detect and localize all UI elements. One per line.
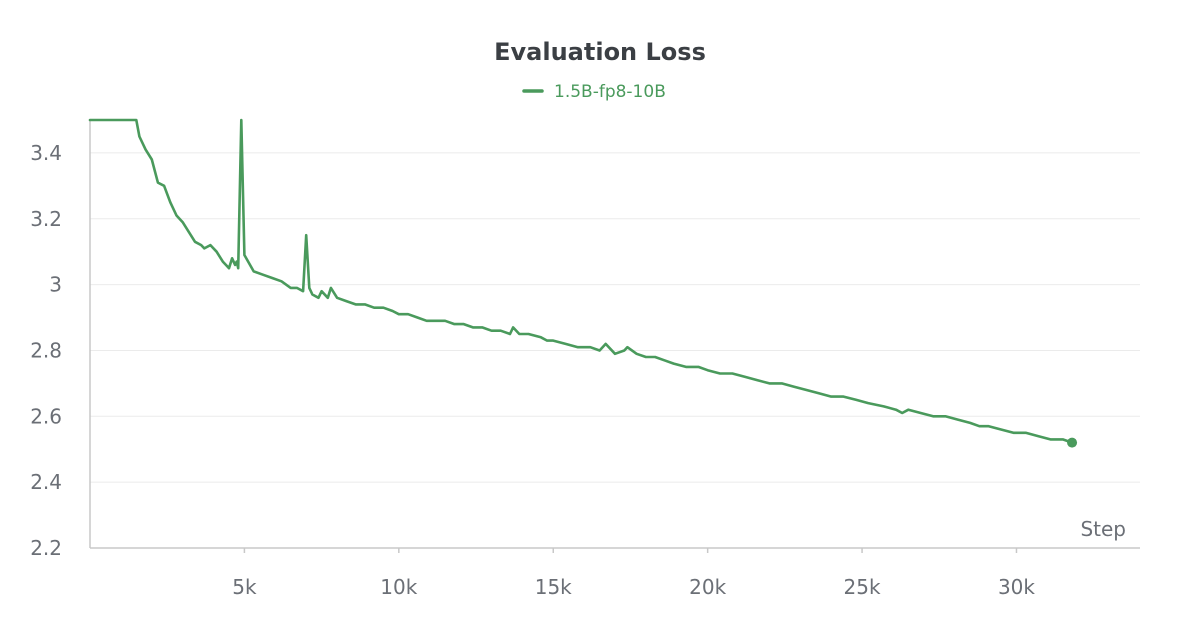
y-tick-label: 3 [49, 273, 62, 297]
x-axis-label: Step [1080, 517, 1126, 541]
y-tick-label: 3.4 [30, 141, 62, 165]
y-tick-label: 2.2 [30, 536, 62, 560]
grid-lines [90, 152, 1140, 483]
series-end-point[interactable] [1067, 437, 1078, 448]
y-axis-ticks: 2.2 2.4 2.6 2.8 3 3.2 3.4 [30, 141, 62, 560]
x-tick-label: 25k [844, 575, 881, 599]
x-tick-label: 10k [380, 575, 417, 599]
x-tick-label: 20k [689, 575, 726, 599]
x-tick-label: 15k [535, 575, 572, 599]
series-line-0[interactable] [88, 118, 1074, 444]
series-layer[interactable] [88, 118, 1078, 448]
x-axis-ticks: 5k 10k 15k 20k 25k 30k [232, 575, 1035, 599]
y-tick-label: 2.6 [30, 404, 62, 428]
x-tick-label: 5k [232, 575, 257, 599]
y-tick-label: 2.8 [30, 338, 62, 362]
chart-title: Evaluation Loss [494, 38, 706, 66]
y-tick-label: 3.2 [30, 207, 62, 231]
legend[interactable]: 1.5B-fp8-10B [522, 82, 666, 102]
axes [89, 120, 1140, 553]
legend-label: 1.5B-fp8-10B [554, 82, 666, 102]
x-tick-label: 30k [998, 575, 1035, 599]
y-tick-label: 2.4 [30, 470, 62, 494]
